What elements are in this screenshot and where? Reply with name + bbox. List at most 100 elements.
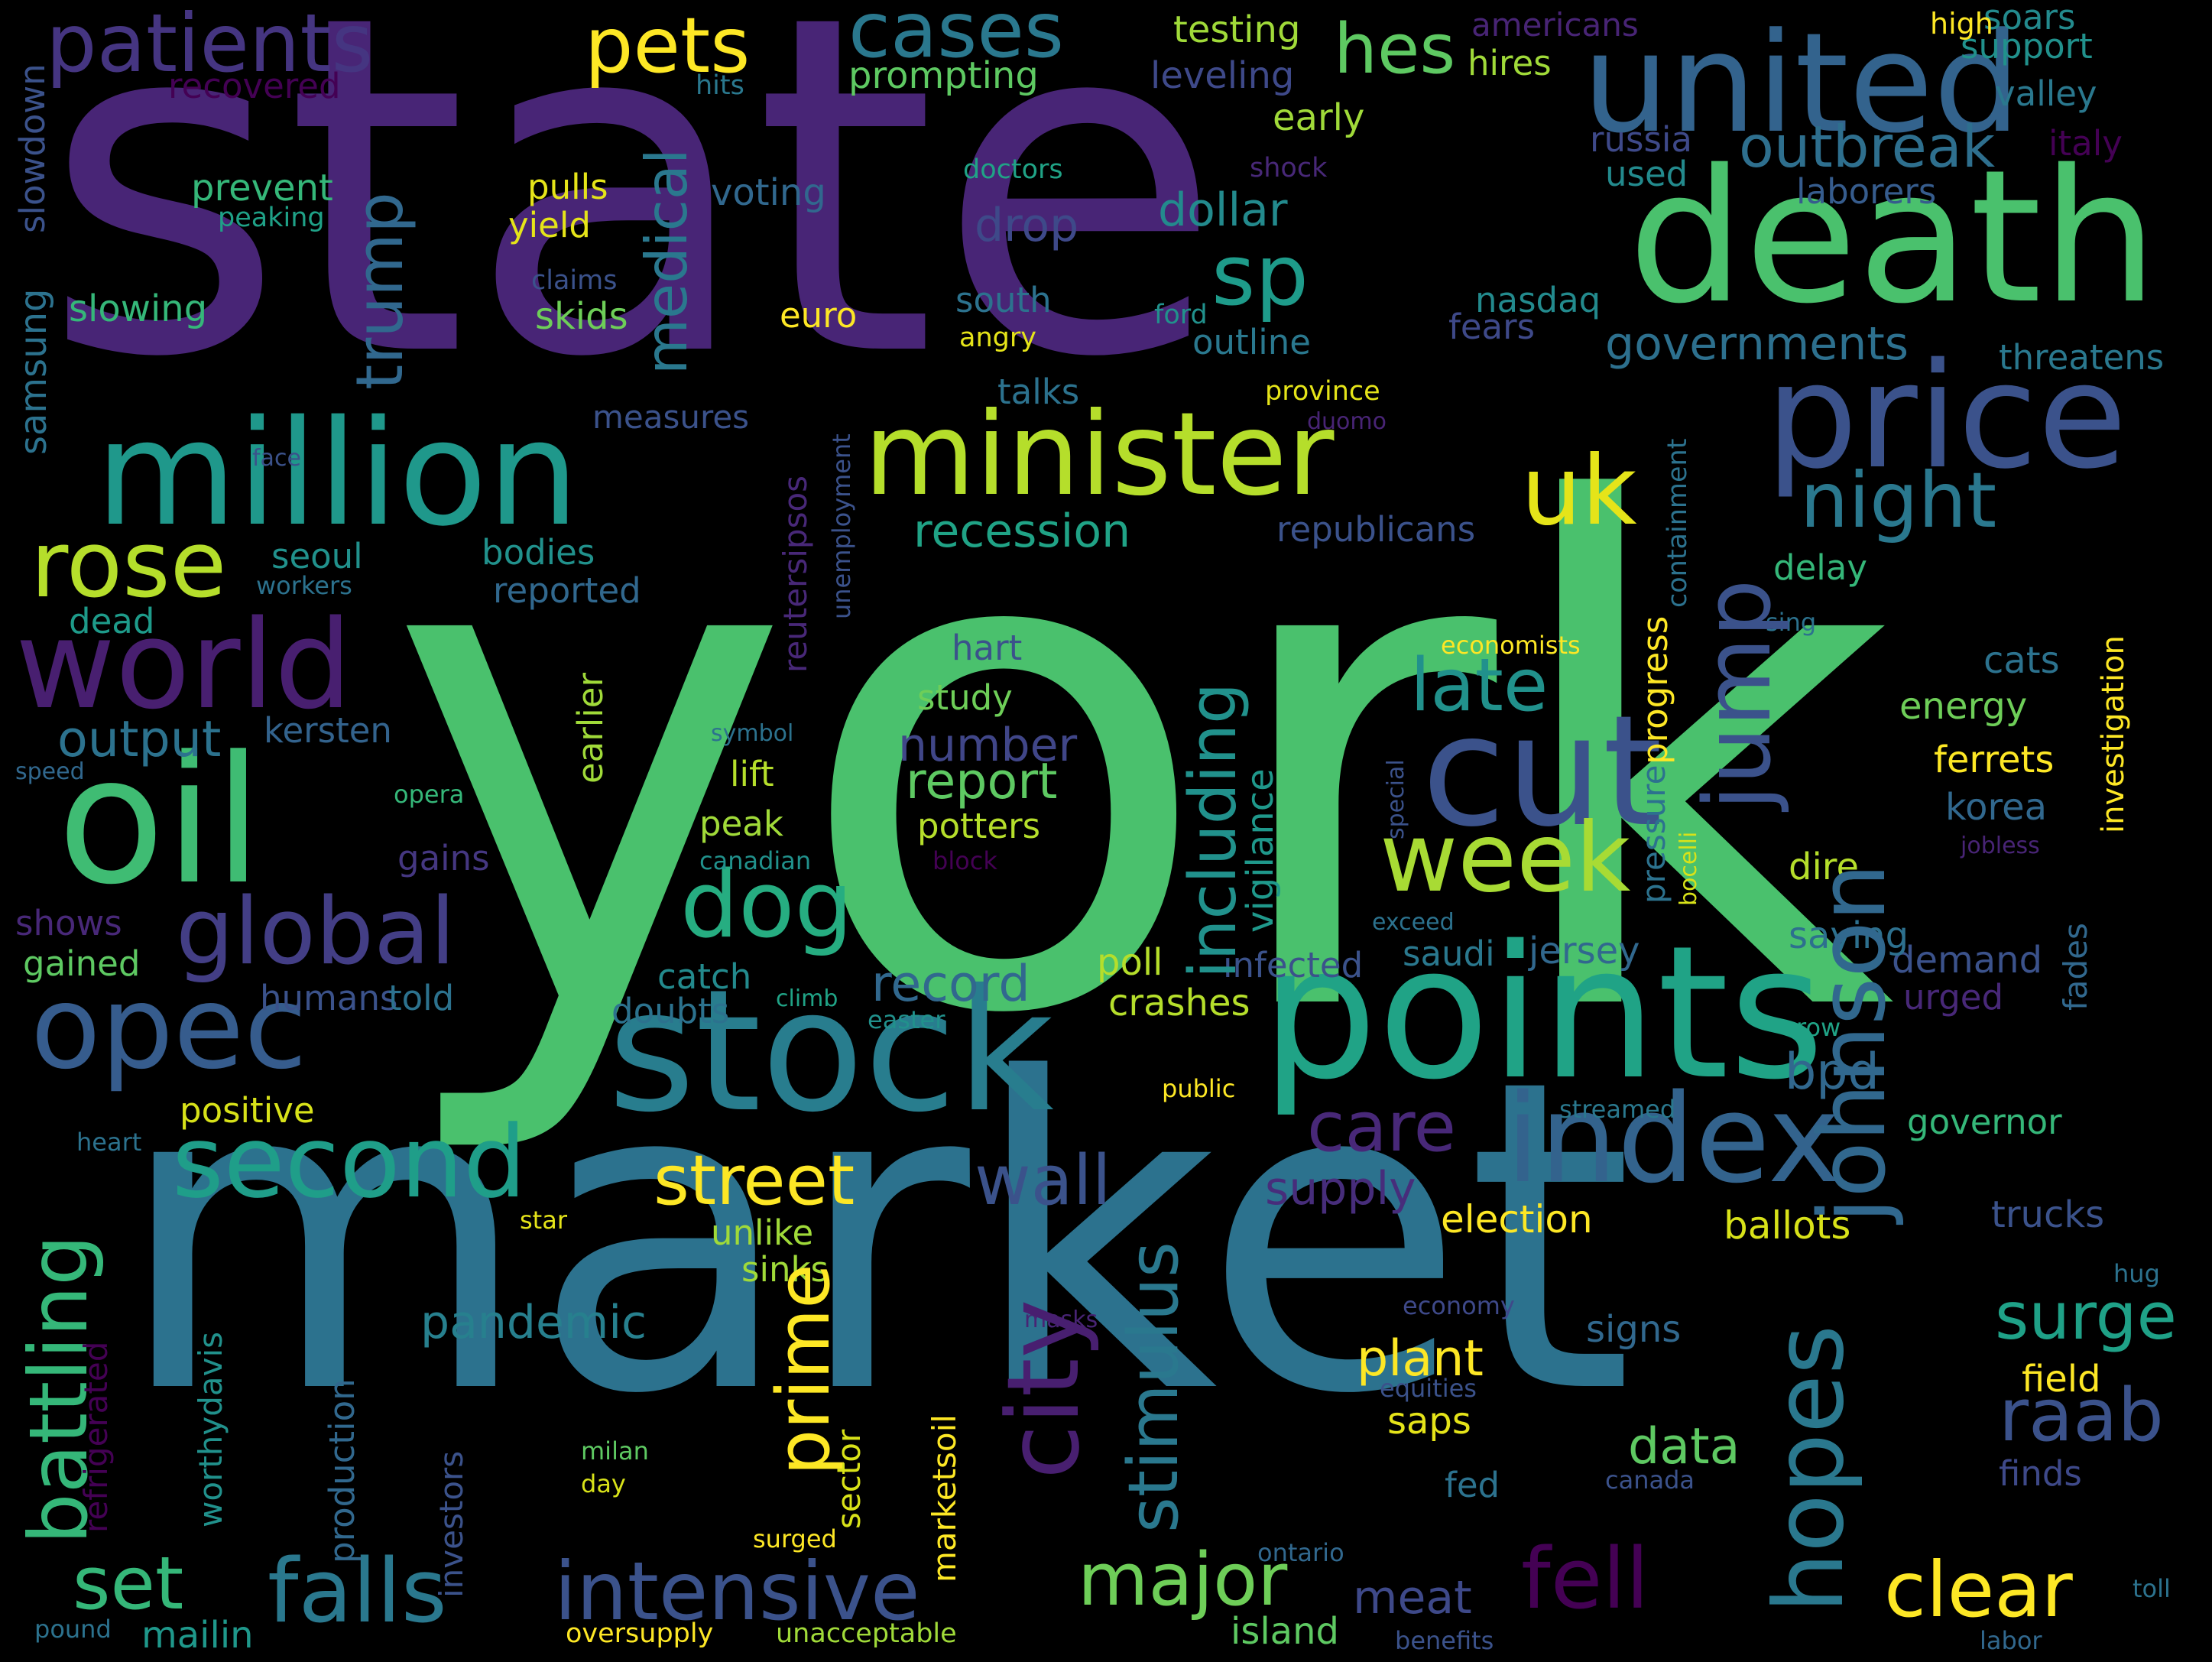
word: ontario [1257, 1538, 1344, 1567]
word: doctors [963, 154, 1063, 185]
word-vertical: trump [342, 192, 418, 390]
word: united [1582, 4, 2021, 164]
word: recovered [168, 66, 341, 106]
word: laborers [1796, 171, 1937, 212]
word: hires [1468, 43, 1552, 83]
word: day [581, 1469, 626, 1498]
word: state [42, 0, 1224, 459]
word: south [955, 280, 1052, 320]
word-vertical: bocelli [1675, 831, 1702, 906]
word: governments [1605, 317, 1909, 371]
word: nasdaq [1475, 280, 1601, 320]
word: index [1506, 1067, 1841, 1210]
word: humans [260, 978, 398, 1018]
word: urged [1903, 977, 2004, 1018]
word: measures [592, 398, 750, 436]
word: record [871, 956, 1030, 1013]
word: output [57, 711, 222, 768]
word: jersey [1529, 930, 1640, 972]
word: recession [913, 505, 1131, 558]
word-vertical: hopes [1754, 1324, 1865, 1613]
word: republicans [1276, 509, 1476, 550]
word-vertical: samsung [12, 288, 55, 456]
word: points [1261, 906, 1825, 1120]
word: economy [1403, 1291, 1515, 1320]
word: data [1628, 1418, 1740, 1475]
word: set [73, 1542, 184, 1626]
word-vertical: special [1383, 759, 1409, 839]
word: climb [776, 985, 838, 1012]
word: saps [1387, 1400, 1471, 1443]
word: ford [1154, 300, 1208, 330]
word: dollar [1158, 183, 1288, 237]
word: hes [1334, 9, 1456, 89]
word: opec [31, 962, 307, 1095]
word: delay [1773, 547, 1867, 588]
word-vertical: sector [830, 1429, 868, 1529]
word: energy [1899, 685, 2028, 728]
word: equities [1380, 1374, 1477, 1403]
word: sinks [741, 1249, 829, 1290]
word: outline [1192, 322, 1311, 362]
word: euro [780, 295, 858, 336]
word: talks [997, 372, 1080, 412]
word: row [1796, 1013, 1841, 1042]
word: workers [256, 571, 352, 600]
word: claims [531, 265, 618, 296]
word: high [1930, 7, 1993, 41]
word: raab [1999, 1374, 2164, 1458]
word-vertical: slowdown [12, 63, 53, 233]
word: doubts [611, 991, 730, 1031]
word: slowing [69, 287, 208, 330]
word-vertical: pressure [1635, 764, 1672, 904]
word: oil [57, 719, 263, 924]
word: field [2022, 1358, 2101, 1401]
word-vertical: investors [433, 1450, 470, 1598]
word: masks [1024, 1307, 1098, 1333]
word: patients [46, 0, 374, 90]
word: leveling [1150, 54, 1295, 97]
word: easter [868, 1005, 945, 1034]
word: seoul [271, 536, 363, 576]
word: poll [1097, 941, 1163, 984]
word: duomo [1307, 408, 1387, 435]
word: hart [952, 628, 1023, 668]
word: dog [680, 852, 853, 959]
word: korea [1945, 786, 2048, 829]
word: uk [1521, 436, 1637, 547]
word-vertical: johnson [1800, 863, 1906, 1223]
word: benefits [1395, 1626, 1494, 1655]
word-vertical: reutersipsos [777, 475, 814, 673]
word: election [1441, 1197, 1593, 1242]
word-vertical: fades [2057, 923, 2094, 1011]
word: labor [1980, 1626, 2042, 1655]
word: surge [1995, 1279, 2177, 1355]
word: face [252, 445, 301, 472]
word: cut [1422, 683, 1663, 861]
word: shock [1250, 153, 1328, 183]
word: dire [1789, 846, 1860, 888]
word: streamed [1559, 1095, 1676, 1124]
word: bodies [482, 532, 595, 573]
word: early [1273, 96, 1365, 139]
word-vertical: medical [633, 148, 700, 375]
word: plant [1357, 1330, 1484, 1388]
word: province [1265, 376, 1380, 407]
word: prevent [191, 167, 333, 209]
word: hug [2113, 1259, 2160, 1288]
word: angry [959, 323, 1036, 353]
word-vertical: worthydavis [192, 1331, 229, 1527]
word: dead [69, 601, 155, 641]
word-vertical: earlier [570, 673, 611, 784]
word: cases [848, 0, 1064, 75]
word: care [1307, 1087, 1457, 1167]
word: gained [23, 943, 141, 984]
word: mailin [141, 1614, 254, 1657]
word-vertical: vigilance [1239, 768, 1282, 933]
word: milan [581, 1436, 649, 1466]
word: ballots [1724, 1203, 1851, 1248]
word: catch [657, 956, 752, 997]
word: shows [15, 903, 122, 943]
word: rose [31, 512, 227, 618]
word: valley [1995, 73, 2097, 114]
